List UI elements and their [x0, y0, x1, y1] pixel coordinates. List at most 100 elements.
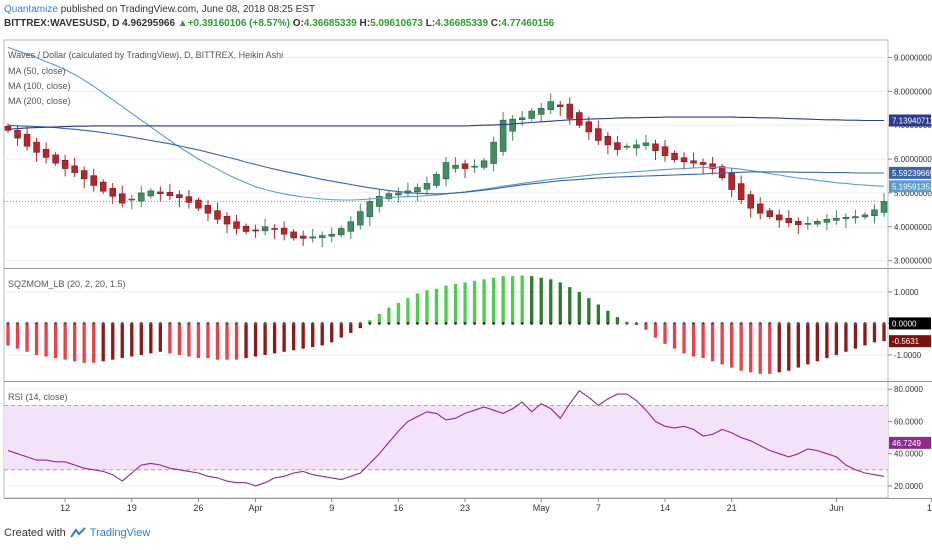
price-label: 7.13940711: [892, 117, 932, 126]
squeeze-dot: [244, 322, 248, 325]
close-value: 4.77460156: [501, 18, 555, 29]
squeeze-dot: [396, 322, 400, 325]
candle-body: [852, 216, 859, 219]
squeeze-dot: [25, 322, 29, 325]
squeeze-dot: [539, 322, 543, 325]
candle-body: [347, 221, 355, 232]
candle-body: [728, 172, 735, 190]
candle-body: [699, 162, 707, 165]
x-tick-label: 23: [460, 503, 470, 513]
candle-body: [71, 165, 78, 173]
candle-body: [604, 135, 612, 146]
candle-body: [823, 219, 831, 223]
squeeze-dot: [492, 322, 496, 325]
open-value: 4.36685339: [303, 18, 357, 29]
squeeze-dot: [844, 322, 848, 325]
candle-body: [537, 108, 545, 115]
squeeze-dot: [44, 322, 48, 325]
tradingview-brand[interactable]: TradingView: [89, 527, 151, 539]
candle-body: [528, 110, 535, 119]
squeeze-dot: [777, 322, 781, 325]
candle-body: [290, 231, 297, 239]
candle-body: [718, 166, 726, 178]
squeeze-dot: [6, 322, 10, 325]
squeeze-dot: [854, 322, 857, 325]
candle-body: [557, 104, 564, 107]
squeeze-dot: [273, 322, 277, 325]
candle-body: [547, 101, 554, 110]
squeeze-dot: [625, 322, 629, 325]
rsi-pane-title: RSI (14, close): [8, 392, 68, 402]
x-tick-label: 14: [660, 503, 670, 513]
change-arrow-icon: ▲: [177, 18, 188, 29]
price-label-box: [889, 180, 931, 193]
candle-body: [99, 181, 107, 192]
squeeze-dot: [711, 322, 715, 325]
x-tick-label: 7: [596, 503, 601, 513]
price-label-box: [889, 436, 931, 449]
x-tick-label: Apr: [249, 503, 263, 513]
candle-body: [42, 148, 50, 158]
candle-body: [185, 196, 193, 203]
candle-body: [442, 162, 450, 180]
author-link[interactable]: Quantamize: [4, 4, 58, 15]
squeeze-dot: [387, 322, 391, 325]
candle-body: [452, 164, 459, 169]
candle-body: [14, 130, 21, 139]
candle-body: [309, 236, 316, 239]
candle-body: [328, 233, 335, 237]
squeeze-dot: [768, 322, 772, 325]
x-tick-label: 21: [727, 503, 737, 513]
squeeze-dot: [149, 322, 153, 325]
candle-body: [652, 143, 659, 151]
squeeze-dot: [158, 322, 162, 325]
candle-body: [147, 190, 155, 197]
candle-body: [690, 160, 697, 164]
squeeze-dot: [92, 322, 96, 325]
candle-body: [90, 175, 97, 186]
price-label-box: [889, 166, 931, 179]
candle-body: [33, 141, 40, 153]
price-pane-title: Waves / Dollar (calculated by TradingVie…: [8, 50, 283, 60]
candle-body: [261, 226, 269, 232]
squeeze-dot: [558, 322, 562, 325]
publish-info: published on TradingView.com, June 08, 2…: [57, 4, 316, 15]
squeeze-dot: [720, 322, 724, 325]
y-tick-label: 60.0000: [894, 417, 923, 426]
squeeze-dot: [596, 322, 600, 325]
squeeze-dot: [425, 322, 429, 325]
y-tick-label: -1.0000: [894, 351, 922, 360]
squeeze-dot: [796, 322, 800, 325]
y-tick-label: 3.00000000: [894, 257, 932, 266]
squeeze-dot: [111, 322, 115, 325]
price-label-box: [889, 114, 931, 127]
squeeze-dot: [263, 322, 267, 325]
squeeze-dot: [825, 322, 829, 325]
candle-body: [671, 152, 678, 161]
squeeze-dot: [606, 322, 610, 325]
squeeze-dot: [349, 322, 353, 325]
squeeze-dot: [568, 322, 572, 325]
candle-body: [80, 170, 88, 180]
x-tick-label: 16: [393, 503, 403, 513]
candle-body: [766, 210, 773, 217]
candle-body: [128, 198, 136, 201]
squeeze-dot: [473, 322, 476, 325]
candle-body: [204, 204, 212, 214]
candle-body: [795, 221, 802, 226]
squeeze-dot: [206, 322, 210, 325]
x-tick-label: 19: [127, 503, 137, 513]
squeeze-dot: [501, 322, 505, 325]
x-tick-label: May: [533, 503, 551, 513]
y-tick-label: 40.0000: [894, 450, 923, 459]
low-label: L:: [425, 18, 436, 29]
candle-body: [395, 192, 402, 196]
squeeze-dot: [177, 322, 181, 325]
squeeze-dot: [187, 322, 191, 325]
candle-body: [195, 199, 202, 209]
squeeze-dot: [482, 322, 486, 325]
candle-body: [861, 214, 869, 218]
squeeze-dot: [416, 322, 419, 325]
high-label: H:: [359, 18, 371, 29]
